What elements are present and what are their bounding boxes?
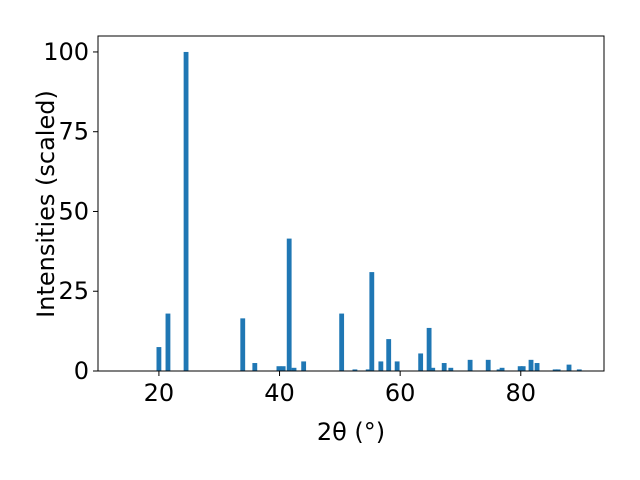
bar [276,366,282,371]
bar [339,313,345,371]
bar [426,327,432,371]
y-tick-label: 75 [58,118,89,146]
bar [467,359,473,371]
bar [365,369,371,371]
bar [448,367,454,371]
bar [499,367,505,371]
bar [286,238,292,371]
bar [156,347,162,371]
bar [252,363,258,371]
bar [280,366,286,371]
bar [566,364,572,371]
y-axis-label: Intensities (scaled) [32,90,60,318]
bar [386,339,392,371]
x-tick-label: 20 [144,379,175,407]
y-tick-label: 100 [43,38,89,66]
x-axis-label: 2θ (°) [317,418,385,446]
bar [496,369,502,371]
x-tick-label: 60 [385,379,416,407]
bar [394,361,400,371]
plot-frame [97,35,605,372]
bar [528,359,534,371]
bar [369,272,375,371]
bar [441,363,447,371]
bar [520,366,526,371]
bar [183,51,189,371]
bar [555,369,561,371]
bar [418,353,424,371]
bar [534,363,540,371]
bar [552,369,558,371]
bar [291,367,297,371]
bar [378,361,384,371]
bar [165,313,171,371]
bar [576,369,582,371]
y-tick-label: 50 [58,197,89,225]
bar [240,318,246,371]
bar [485,359,491,371]
bar [517,366,523,371]
bar [430,367,436,371]
x-tick-label: 80 [505,379,536,407]
y-tick-label: 25 [58,277,89,305]
bar [301,361,307,371]
x-tick-label: 40 [264,379,295,407]
y-tick-label: 0 [74,357,89,385]
bar [352,369,358,371]
